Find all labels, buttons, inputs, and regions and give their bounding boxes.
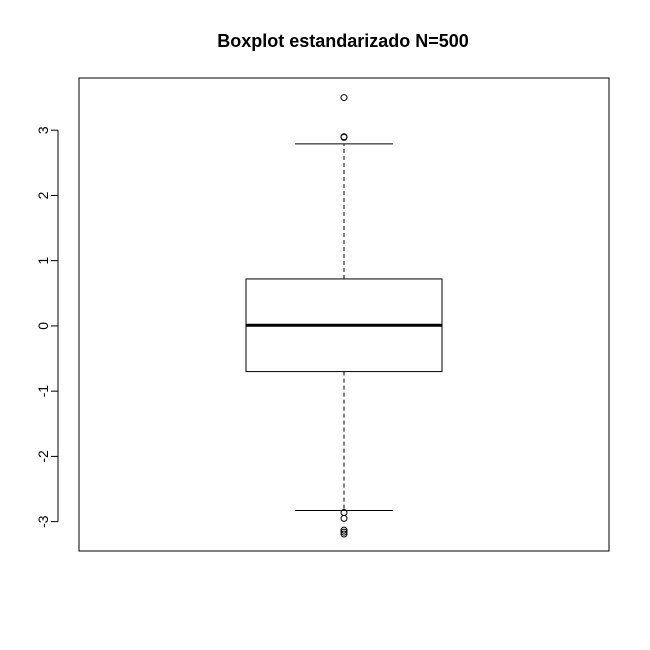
y-tick-label: -1	[35, 385, 51, 398]
y-tick-label: -3	[35, 515, 51, 528]
outlier-point	[340, 514, 348, 522]
outlier-point	[340, 94, 348, 102]
outlier-point	[340, 528, 348, 536]
y-axis: -3 -2 -1 0 1 2 3	[35, 126, 59, 528]
outliers	[340, 94, 348, 538]
y-tick-label: 2	[35, 191, 51, 199]
y-tick-label: 3	[35, 126, 51, 134]
chart-title: Boxplot estandarizado N=500	[217, 31, 469, 51]
box-group	[245, 143, 443, 512]
outlier-point	[340, 133, 348, 141]
plot-frame	[78, 77, 610, 552]
y-tick-label: 1	[35, 257, 51, 265]
outlier-point	[340, 526, 348, 534]
y-tick-label: 0	[35, 322, 51, 330]
y-tick-label: -2	[35, 450, 51, 463]
outlier-point	[340, 530, 348, 538]
